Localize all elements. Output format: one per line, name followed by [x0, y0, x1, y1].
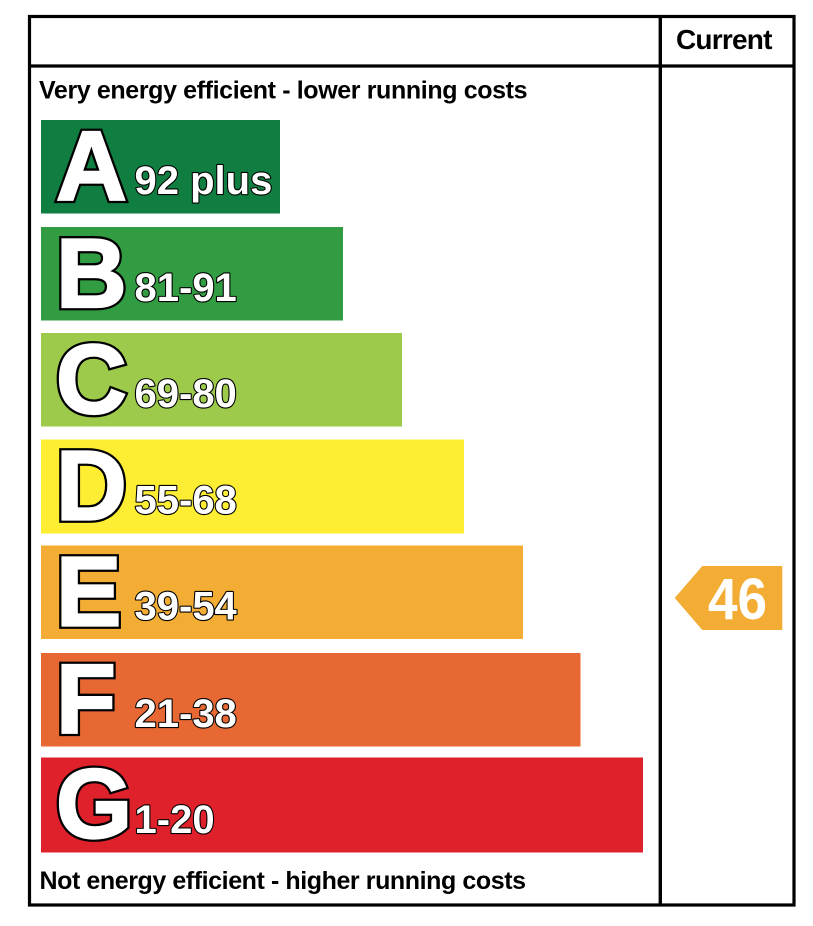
svg-text:Very energy efficient - lower: Very energy efficient - lower running co… [39, 77, 528, 105]
svg-text:C: C [56, 324, 127, 434]
svg-text:92 plus: 92 plus [135, 159, 273, 203]
svg-text:A: A [56, 111, 127, 221]
svg-text:81-91: 81-91 [135, 266, 237, 310]
svg-text:69-80: 69-80 [135, 372, 237, 416]
svg-text:C: C [56, 324, 127, 434]
svg-text:A: A [56, 111, 127, 221]
svg-text:B: B [56, 218, 127, 328]
svg-text:G: G [56, 749, 132, 859]
svg-text:D: D [56, 431, 127, 541]
svg-text:Not energy efficient - higher: Not energy efficient - higher running co… [40, 867, 527, 895]
svg-text:G: G [56, 749, 132, 859]
svg-text:F: F [56, 644, 116, 754]
svg-text:39-54: 39-54 [135, 585, 238, 629]
svg-text:21-38: 21-38 [135, 692, 237, 736]
svg-text:Current: Current [676, 24, 773, 55]
svg-text:1-20: 1-20 [135, 798, 215, 842]
svg-text:E: E [56, 537, 121, 647]
svg-text:D: D [56, 431, 127, 541]
svg-text:F: F [56, 644, 116, 754]
svg-text:B: B [56, 218, 127, 328]
svg-text:E: E [56, 537, 121, 647]
svg-text:55-68: 55-68 [135, 479, 237, 523]
svg-text:46: 46 [708, 567, 767, 632]
